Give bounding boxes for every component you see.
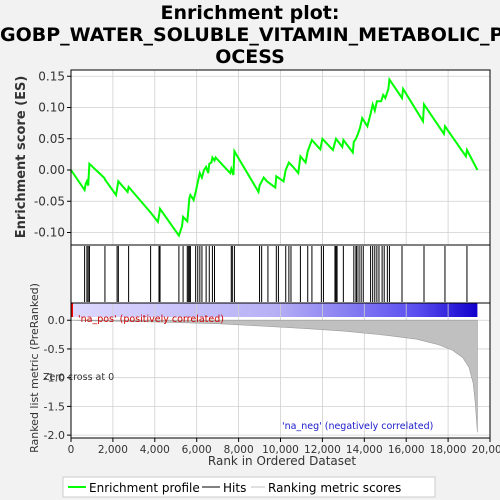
hit-lines bbox=[84, 246, 468, 302]
legend-label-ranking: Ranking metric scores bbox=[268, 481, 401, 495]
legend-box bbox=[62, 476, 436, 498]
x-tick-label-5: 10,000 bbox=[262, 444, 299, 456]
na-neg-label: 'na_neg' (negatively correlated) bbox=[282, 421, 433, 432]
x-tick-label-10: 20,000 bbox=[472, 444, 500, 456]
x-tick-label-2: 4,000 bbox=[140, 444, 170, 456]
legend-label-hits: Hits bbox=[223, 481, 246, 495]
zero-cross-label: Zero cross at 0 bbox=[43, 372, 114, 383]
ranked-y-tick-label-0: 0.0 bbox=[48, 314, 66, 327]
es-y-tick-label-1: -0.05 bbox=[34, 194, 65, 208]
ranked-y-tick-label-1: -0.5 bbox=[44, 343, 65, 356]
ranked-y-tick-label-2: -1.0 bbox=[44, 372, 65, 385]
es-y-axis-label: Enrichment score (ES) bbox=[14, 76, 29, 239]
es-y-ticks: -0.10 -0.05 0.00 0.05 0.10 0.15 bbox=[34, 69, 71, 240]
es-y-tick-label-5: 0.15 bbox=[38, 69, 65, 83]
x-tick-label-9: 18,000 bbox=[430, 444, 467, 456]
es-y-tick-label-4: 0.10 bbox=[38, 101, 65, 115]
ranked-y-tick-label-3: -1.5 bbox=[44, 400, 65, 413]
positive-correlation-band bbox=[71, 303, 73, 317]
ranked-y-axis-label: Ranked list metric (PreRanked) bbox=[28, 283, 41, 453]
hits-panel bbox=[70, 244, 491, 304]
x-axis-ticks: 0 2,000 4,000 6,000 8,000 10,000 12,000 14,000 1… bbox=[68, 438, 500, 456]
legend: Enrichment profile Hits Ranking metric s… bbox=[62, 476, 436, 498]
enrichment-profile-line bbox=[70, 76, 479, 238]
ranked-metric-panel: 0.0 -0.5 -1.0 -1.5 -2.0 'na_pos' (positively… bbox=[28, 283, 500, 468]
legend-label-enrichment: Enrichment profile bbox=[89, 481, 200, 495]
correlation-color-band bbox=[71, 303, 478, 317]
ranked-y-tick-label-4: -2.0 bbox=[44, 429, 65, 442]
ranked-y-ticks: 0.0 -0.5 -1.0 -1.5 -2.0 bbox=[44, 314, 71, 442]
x-tick-label-6: 12,000 bbox=[304, 444, 341, 456]
x-tick-label-3: 6,000 bbox=[182, 444, 212, 456]
chart-title-line-2: GOBP_WATER_SOLUBLE_VITAMIN_METABOLIC_PR bbox=[0, 24, 500, 46]
x-tick-label-7: 14,000 bbox=[346, 444, 383, 456]
x-tick-label-0: 0 bbox=[68, 444, 75, 456]
ranking-metric-fill bbox=[70, 319, 478, 433]
es-panel: -0.10 -0.05 0.00 0.05 0.10 0.15 Enrichment sc… bbox=[14, 69, 491, 246]
es-y-tick-label-0: -0.10 bbox=[34, 226, 65, 240]
x-tick-label-1: 2,000 bbox=[98, 444, 128, 456]
x-axis-label: Rank in Ordered Dataset bbox=[208, 454, 356, 468]
chart-title-line-1: Enrichment plot: bbox=[160, 2, 340, 24]
na-pos-label: 'na_pos' (positively correlated) bbox=[78, 314, 224, 325]
es-y-tick-label-3: 0.05 bbox=[38, 132, 65, 146]
es-y-tick-label-2: 0.00 bbox=[38, 163, 65, 177]
x-tick-label-8: 16,000 bbox=[388, 444, 425, 456]
x-tick-label-4: 8,000 bbox=[224, 444, 254, 456]
chart-title-line-3: OCESS bbox=[215, 46, 285, 68]
hits-plot-area bbox=[71, 245, 490, 303]
